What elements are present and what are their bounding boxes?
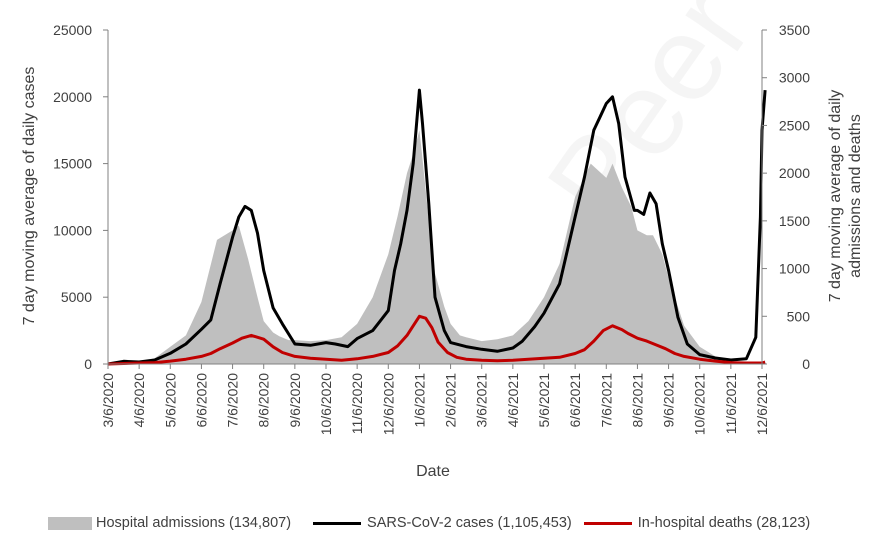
x-tick-label: 3/6/2020: [100, 373, 116, 428]
series-admissions-area: [108, 130, 766, 364]
right-axis-title-line2: admissions and deaths: [847, 114, 864, 278]
plot-lines: [107, 88, 767, 366]
x-tick-label: 4/6/2021: [505, 373, 521, 428]
x-tick-label: 1/6/2021: [411, 373, 427, 428]
x-tick-label: 4/6/2020: [131, 373, 147, 428]
right-tick-label: 3500: [779, 22, 810, 38]
x-tick-label: 8/6/2021: [629, 373, 645, 428]
x-tick-label: 6/6/2020: [193, 373, 209, 428]
x-tick-label: 11/6/2020: [349, 373, 365, 434]
x-tick-label: 11/6/2021: [723, 373, 739, 434]
x-tick-label: 7/6/2020: [225, 373, 241, 428]
x-tick-label: 2/6/2021: [443, 373, 459, 428]
left-tick-label: 10000: [53, 222, 92, 238]
right-axis-ticks: 0 500 1000 1500 2000 2500 3000 3500: [762, 22, 810, 372]
legend-swatch-cases: [313, 521, 362, 525]
series-cases-line: [107, 88, 767, 366]
legend-item-deaths: In-hospital deaths (28,123): [583, 515, 811, 531]
x-tick-label: 9/6/2021: [661, 373, 677, 428]
right-axis-title-line1: 7 day moving average of daily: [827, 90, 844, 303]
x-tick-label: 9/6/2020: [287, 373, 303, 428]
x-axis-title: Date: [416, 463, 450, 480]
left-tick-label: 20000: [53, 89, 92, 105]
legend-item-admissions: Hospital admissions (134,807): [48, 515, 291, 531]
x-tick-label: 10/6/2020: [318, 373, 334, 435]
x-tick-label: 6/6/2021: [567, 373, 583, 428]
x-tick-label: 5/6/2021: [536, 373, 552, 428]
x-tick-label: 5/6/2020: [162, 373, 178, 428]
x-tick-label: 12/6/2021: [754, 373, 770, 435]
x-tick-label: 3/6/2021: [474, 373, 490, 428]
x-tick-label: 12/6/2020: [380, 373, 396, 435]
left-axis-ticks: 0 5000 10000 15000 20000 25000: [53, 22, 108, 372]
left-tick-label: 25000: [53, 22, 92, 38]
axes: [107, 30, 763, 365]
series-deaths-line: [107, 314, 766, 366]
right-tick-label: 0: [802, 356, 810, 372]
right-tick-label: 1000: [779, 261, 810, 277]
left-tick-label: 0: [84, 356, 92, 372]
x-axis-ticks: 3/6/2020 4/6/2020 5/6/2020 6/6/2020 7/6/2020…: [100, 364, 770, 435]
left-axis-title: 7 day moving average of daily cases: [21, 67, 38, 326]
right-tick-label: 2000: [779, 165, 810, 181]
legend: Hospital admissions (134,807) SARS-CoV-2…: [48, 515, 816, 531]
plot-areas: [108, 130, 766, 364]
legend-swatch-admissions: [48, 516, 92, 530]
legend-label-cases: SARS-CoV-2 cases (1,105,453): [367, 515, 572, 531]
legend-item-cases: SARS-CoV-2 cases (1,105,453): [313, 515, 572, 531]
legend-swatch-deaths: [583, 521, 632, 525]
x-tick-label: 7/6/2021: [598, 373, 614, 428]
x-tick-label: 8/6/2020: [256, 373, 272, 428]
right-tick-label: 3000: [779, 70, 810, 86]
legend-label-admissions: Hospital admissions (134,807): [96, 515, 292, 531]
right-tick-label: 500: [787, 308, 811, 324]
x-tick-label: 10/6/2021: [692, 373, 708, 435]
left-tick-label: 15000: [53, 156, 92, 172]
legend-label-deaths: In-hospital deaths (28,123): [637, 515, 811, 531]
right-tick-label: 1500: [779, 213, 810, 229]
right-tick-label: 2500: [779, 117, 810, 133]
left-tick-label: 5000: [61, 289, 92, 305]
